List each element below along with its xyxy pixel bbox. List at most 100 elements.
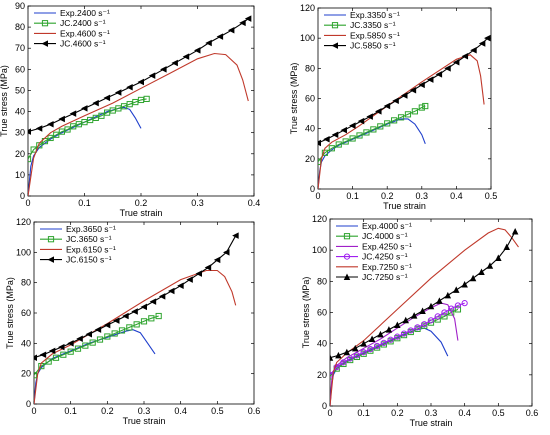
series-group [330,227,519,406]
data-point [94,326,102,333]
data-point [239,19,246,27]
data-point [441,313,448,320]
data-point [103,94,111,102]
data-point [454,306,462,313]
data-point [52,354,60,361]
data-point [340,126,347,134]
x-axis-label: True strain [383,201,426,211]
y-tick-label: 0 [310,184,315,194]
data-point [484,34,491,42]
data-point [410,312,418,319]
data-point [182,53,190,60]
legend-label: Exp.4600 s⁻¹ [60,28,110,38]
y-tick-label: 20 [317,370,327,380]
data-point [411,108,418,115]
data-point [360,340,367,347]
data-point [409,86,417,94]
data-point [436,297,443,304]
legend-label: JC.5850 s⁻¹ [350,41,396,51]
plot-area [33,221,255,405]
plot-area [329,218,533,407]
data-point [216,33,224,40]
data-point [30,146,37,153]
data-point [85,330,92,338]
data-point [76,335,83,343]
legend-label: Exp.2400 s⁻¹ [60,8,110,18]
data-point [155,312,162,320]
x-tick-label: 0.3 [138,406,151,416]
legend-label: JC.4250 s⁻¹ [362,252,408,262]
y-tick-label: 120 [312,214,327,224]
data-point [426,76,434,83]
y-tick-label: 60 [15,64,25,74]
data-point [194,47,201,54]
legend-label: Exp.3350 s⁻¹ [350,10,400,20]
y-tick-label: 80 [305,63,315,73]
data-point [148,315,155,322]
legend-marker [343,253,351,260]
data-point [177,282,184,289]
data-point [328,145,335,152]
plot-area [27,5,255,197]
data-point [58,343,65,351]
y-tick-label: 80 [15,22,25,32]
data-point [343,348,351,356]
data-point [347,355,354,362]
data-point [363,129,370,136]
data-point [223,249,230,256]
data-point [148,72,156,79]
y-tick-label: 10 [15,170,25,180]
y-axis-label: True stress (MPa) [301,277,311,349]
data-point [402,316,409,324]
data-point [35,125,43,132]
x-axis-label: True strain [410,418,453,428]
legend-marker [331,22,339,29]
series-line [330,308,459,377]
data-point [340,359,347,366]
data-point [470,46,477,54]
data-point [60,351,67,358]
data-point [366,113,373,120]
data-point [434,313,441,320]
data-point [394,321,401,328]
data-point [67,348,74,355]
data-point [330,354,334,361]
data-point [64,126,71,133]
data-point [461,280,468,288]
data-point [58,115,65,123]
data-point [122,312,129,320]
data-point [380,339,387,346]
x-tick-label: 0 [315,191,320,201]
data-point [137,78,145,86]
data-point [469,274,477,282]
data-point [454,302,462,309]
data-point [349,135,356,142]
y-tick-label: 50 [15,85,25,95]
data-point [448,309,455,316]
data-point [34,372,38,379]
data-point [401,92,408,99]
x-tick-label: 0.5 [485,191,498,201]
y-tick-label: 30 [15,128,25,138]
data-point [126,84,133,91]
data-point [204,264,212,271]
data-point [427,302,435,310]
data-point [111,330,118,337]
data-point [331,131,339,138]
data-point [461,53,469,60]
legend-marker [41,20,49,27]
y-tick-label: 0 [26,399,31,409]
y-tick-label: 40 [21,338,31,348]
data-point [47,134,54,142]
x-tick-label: 0.3 [416,191,429,201]
y-tick-label: 40 [305,124,315,134]
y-tick-label: 90 [15,1,25,11]
x-tick-label: 0.2 [391,408,404,418]
data-point [384,120,391,127]
legend-label: Exp.4250 s⁻¹ [362,241,412,251]
x-tick-label: 0.6 [526,408,539,418]
x-tick-label: 0.6 [248,406,261,416]
data-point [149,298,157,305]
